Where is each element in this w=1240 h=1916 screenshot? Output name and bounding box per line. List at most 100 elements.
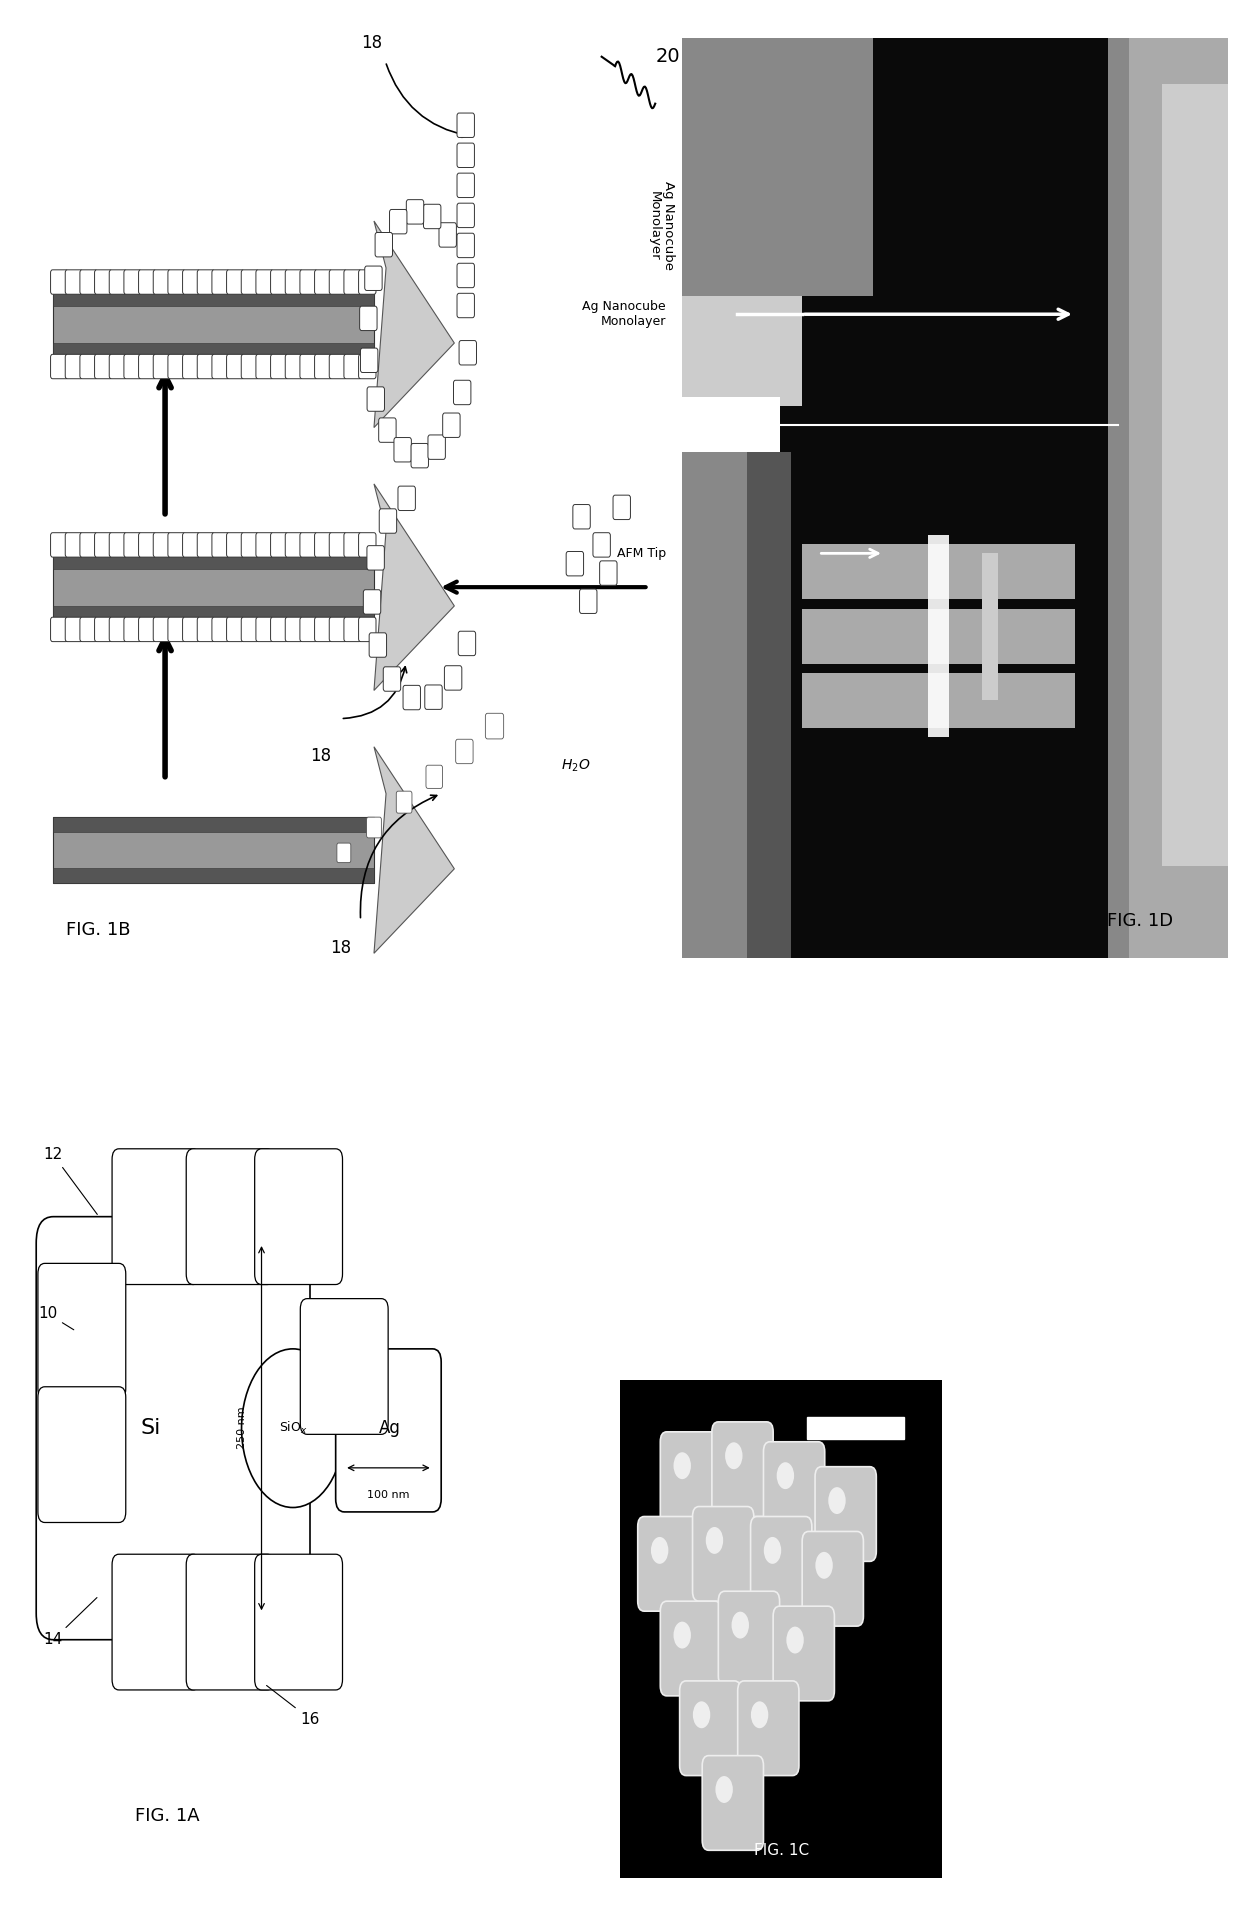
FancyBboxPatch shape [336, 1349, 441, 1512]
Text: SiO$_x$: SiO$_x$ [279, 1420, 308, 1437]
FancyBboxPatch shape [567, 552, 584, 577]
FancyBboxPatch shape [109, 270, 126, 295]
FancyBboxPatch shape [370, 632, 387, 657]
Text: 100 nm: 100 nm [367, 1491, 410, 1500]
FancyBboxPatch shape [343, 617, 361, 642]
FancyBboxPatch shape [79, 533, 97, 558]
Bar [52, 291, 374, 307]
Text: 18: 18 [330, 939, 351, 958]
Text: H$_2$O: H$_2$O [562, 757, 591, 774]
FancyBboxPatch shape [270, 617, 288, 642]
FancyBboxPatch shape [51, 270, 68, 295]
FancyBboxPatch shape [363, 590, 381, 615]
FancyBboxPatch shape [186, 1554, 274, 1690]
FancyBboxPatch shape [51, 533, 68, 558]
FancyBboxPatch shape [66, 270, 83, 295]
FancyBboxPatch shape [154, 533, 171, 558]
FancyBboxPatch shape [802, 673, 1075, 728]
FancyBboxPatch shape [255, 617, 273, 642]
FancyBboxPatch shape [358, 354, 376, 379]
FancyBboxPatch shape [343, 270, 361, 295]
Bar [928, 535, 950, 738]
FancyBboxPatch shape [738, 1680, 799, 1776]
Circle shape [693, 1701, 711, 1728]
Text: Ag: Ag [379, 1420, 401, 1437]
FancyBboxPatch shape [300, 1299, 388, 1435]
Bar [1130, 38, 1228, 958]
FancyBboxPatch shape [315, 354, 332, 379]
FancyBboxPatch shape [242, 270, 259, 295]
Text: 18: 18 [361, 34, 382, 52]
FancyBboxPatch shape [330, 354, 347, 379]
FancyBboxPatch shape [367, 546, 384, 571]
FancyBboxPatch shape [358, 617, 376, 642]
FancyBboxPatch shape [167, 617, 185, 642]
FancyBboxPatch shape [109, 533, 126, 558]
FancyBboxPatch shape [439, 222, 456, 247]
FancyBboxPatch shape [428, 435, 445, 460]
Bar [52, 605, 374, 621]
FancyBboxPatch shape [579, 588, 596, 613]
FancyBboxPatch shape [242, 354, 259, 379]
FancyBboxPatch shape [637, 1517, 699, 1611]
Circle shape [764, 1537, 781, 1563]
FancyBboxPatch shape [124, 617, 141, 642]
FancyBboxPatch shape [94, 617, 112, 642]
FancyBboxPatch shape [79, 354, 97, 379]
Circle shape [732, 1611, 749, 1638]
Text: FIG. 1A: FIG. 1A [135, 1807, 200, 1824]
FancyBboxPatch shape [458, 144, 475, 167]
FancyBboxPatch shape [182, 617, 200, 642]
FancyBboxPatch shape [270, 270, 288, 295]
FancyBboxPatch shape [270, 533, 288, 558]
FancyBboxPatch shape [227, 354, 244, 379]
FancyBboxPatch shape [109, 354, 126, 379]
FancyBboxPatch shape [270, 354, 288, 379]
FancyBboxPatch shape [343, 354, 361, 379]
FancyBboxPatch shape [774, 1606, 835, 1701]
Bar [682, 38, 873, 295]
FancyBboxPatch shape [750, 1517, 812, 1611]
FancyBboxPatch shape [66, 617, 83, 642]
FancyBboxPatch shape [197, 533, 215, 558]
FancyBboxPatch shape [212, 533, 229, 558]
FancyBboxPatch shape [94, 354, 112, 379]
Text: 16: 16 [267, 1686, 320, 1726]
Text: FIG. 1D: FIG. 1D [1107, 912, 1173, 931]
Bar [52, 554, 374, 569]
Text: 14: 14 [43, 1598, 97, 1648]
FancyBboxPatch shape [51, 354, 68, 379]
FancyBboxPatch shape [712, 1422, 774, 1517]
FancyBboxPatch shape [254, 1150, 342, 1284]
Polygon shape [374, 747, 454, 954]
FancyBboxPatch shape [458, 203, 475, 228]
FancyBboxPatch shape [374, 232, 393, 257]
FancyBboxPatch shape [227, 270, 244, 295]
FancyBboxPatch shape [367, 816, 382, 837]
Polygon shape [374, 485, 454, 690]
FancyBboxPatch shape [186, 1150, 274, 1284]
FancyBboxPatch shape [458, 172, 475, 197]
FancyBboxPatch shape [300, 617, 317, 642]
FancyBboxPatch shape [36, 1217, 310, 1640]
FancyBboxPatch shape [360, 307, 377, 331]
FancyBboxPatch shape [197, 617, 215, 642]
FancyBboxPatch shape [182, 354, 200, 379]
FancyBboxPatch shape [167, 533, 185, 558]
FancyBboxPatch shape [94, 533, 112, 558]
FancyBboxPatch shape [255, 533, 273, 558]
FancyBboxPatch shape [764, 1441, 825, 1537]
FancyBboxPatch shape [315, 270, 332, 295]
FancyBboxPatch shape [139, 617, 156, 642]
FancyBboxPatch shape [315, 617, 332, 642]
FancyBboxPatch shape [815, 1468, 877, 1562]
FancyBboxPatch shape [94, 270, 112, 295]
FancyBboxPatch shape [455, 740, 474, 764]
Text: FIG. 1C: FIG. 1C [754, 1843, 808, 1859]
Bar [807, 1418, 904, 1439]
FancyBboxPatch shape [79, 617, 97, 642]
FancyBboxPatch shape [660, 1431, 722, 1527]
FancyBboxPatch shape [443, 414, 460, 437]
Bar [52, 554, 374, 621]
FancyBboxPatch shape [255, 354, 273, 379]
